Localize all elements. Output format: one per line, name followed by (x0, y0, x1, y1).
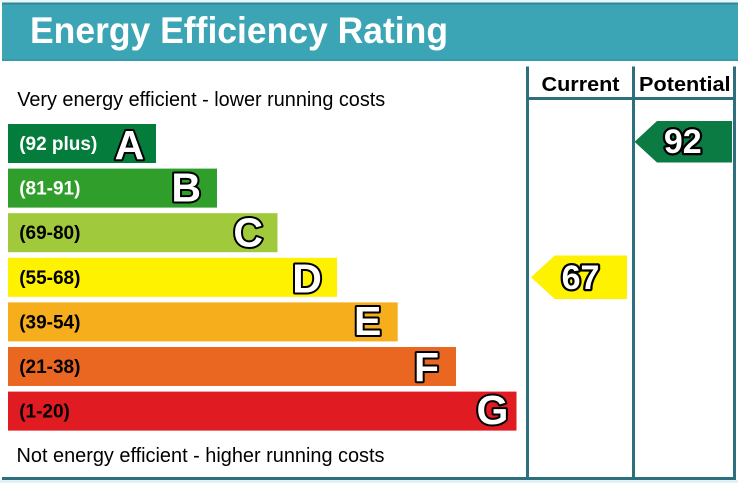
svg-text:A: A (115, 122, 145, 168)
svg-text:(55-68): (55-68) (19, 268, 80, 289)
svg-text:F: F (414, 344, 439, 390)
svg-text:B: B (171, 164, 201, 210)
svg-text:Not energy efficient - higher: Not energy efficient - higher running co… (17, 445, 385, 467)
svg-text:C: C (233, 210, 263, 256)
svg-text:(81-91): (81-91) (19, 179, 80, 200)
svg-text:E: E (354, 298, 381, 344)
svg-text:D: D (292, 255, 322, 301)
svg-text:Current: Current (542, 74, 620, 96)
svg-text:(69-80): (69-80) (19, 223, 80, 244)
svg-text:G: G (476, 387, 508, 433)
svg-text:Very energy efficient - lower: Very energy efficient - lower running co… (17, 89, 385, 111)
svg-text:Energy Efficiency Rating: Energy Efficiency Rating (30, 10, 448, 51)
svg-text:Potential: Potential (639, 74, 731, 96)
svg-text:67: 67 (562, 259, 600, 297)
svg-text:92: 92 (664, 123, 702, 161)
svg-text:(21-38): (21-38) (19, 357, 80, 378)
svg-text:(1-20): (1-20) (19, 402, 70, 423)
svg-text:(92 plus): (92 plus) (19, 134, 97, 155)
svg-text:(39-54): (39-54) (19, 312, 80, 333)
